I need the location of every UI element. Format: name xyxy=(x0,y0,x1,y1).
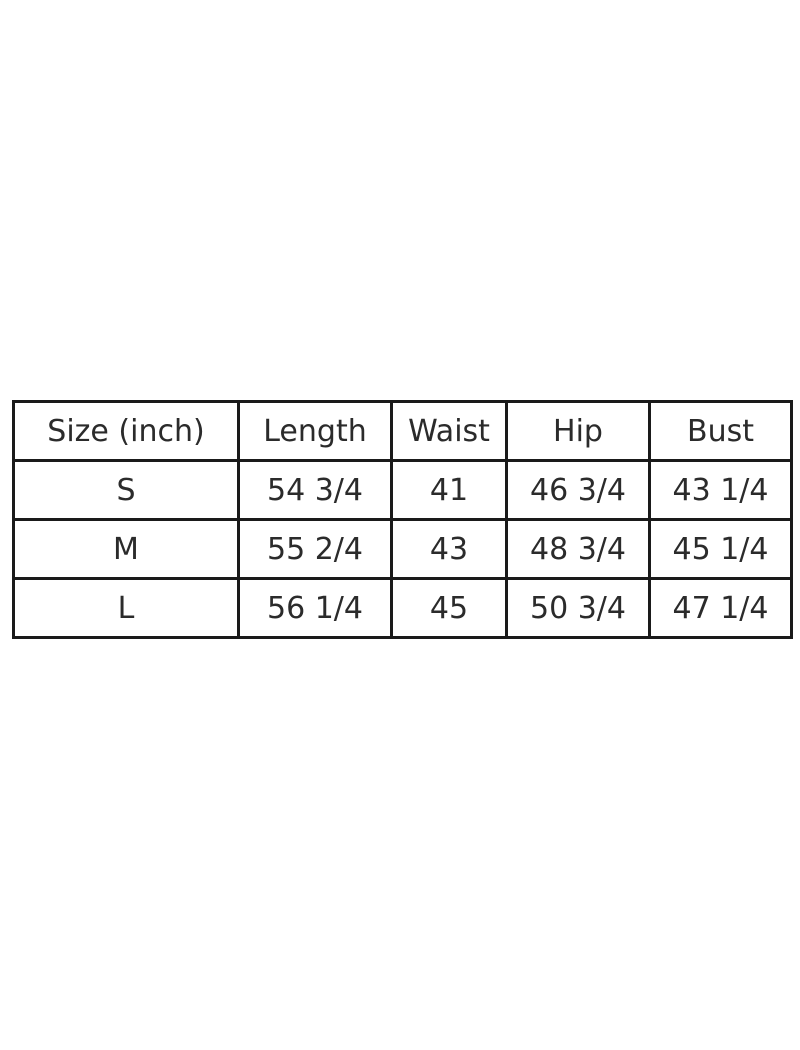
cell-length: 54 3/4 xyxy=(237,459,393,521)
table-row: S 54 3/4 41 46 3/4 43 1/4 xyxy=(12,459,793,521)
header-bust: Bust xyxy=(648,400,793,462)
header-hip: Hip xyxy=(505,400,651,462)
cell-size: L xyxy=(12,577,240,639)
cell-hip: 50 3/4 xyxy=(505,577,651,639)
size-chart: Size (inch) Length Waist Hip Bust S 54 3… xyxy=(12,400,793,639)
header-waist: Waist xyxy=(390,400,508,462)
cell-bust: 45 1/4 xyxy=(648,518,793,580)
size-chart-table: Size (inch) Length Waist Hip Bust S 54 3… xyxy=(12,400,793,639)
cell-size: M xyxy=(12,518,240,580)
cell-length: 56 1/4 xyxy=(237,577,393,639)
table-header-row: Size (inch) Length Waist Hip Bust xyxy=(12,400,793,462)
header-size: Size (inch) xyxy=(12,400,240,462)
table-row: M 55 2/4 43 48 3/4 45 1/4 xyxy=(12,518,793,580)
cell-waist: 43 xyxy=(390,518,508,580)
table-row: L 56 1/4 45 50 3/4 47 1/4 xyxy=(12,577,793,639)
cell-waist: 41 xyxy=(390,459,508,521)
cell-length: 55 2/4 xyxy=(237,518,393,580)
cell-bust: 43 1/4 xyxy=(648,459,793,521)
cell-size: S xyxy=(12,459,240,521)
cell-hip: 46 3/4 xyxy=(505,459,651,521)
cell-waist: 45 xyxy=(390,577,508,639)
header-length: Length xyxy=(237,400,393,462)
cell-hip: 48 3/4 xyxy=(505,518,651,580)
cell-bust: 47 1/4 xyxy=(648,577,793,639)
